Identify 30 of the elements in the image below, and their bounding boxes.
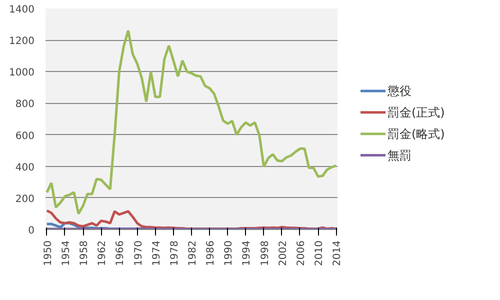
x-tick-label: 1962 xyxy=(97,240,108,266)
y-tick-label: 1400 xyxy=(9,4,35,16)
x-tick-label: 1990 xyxy=(224,240,235,266)
legend-label: 無罰 xyxy=(388,148,412,162)
x-tick-label: 1982 xyxy=(188,240,198,266)
legend-label: 懲役 xyxy=(386,84,412,98)
x-tick-label: 2006 xyxy=(296,240,307,266)
x-tick-label: 2010 xyxy=(314,240,326,266)
x-tick-label: 1998 xyxy=(260,240,271,266)
x-tick-label: 1958 xyxy=(79,240,90,266)
y-tick-label: 600 xyxy=(15,130,35,142)
y-tick-label: 1000 xyxy=(9,68,35,79)
x-tick-label: 1994 xyxy=(242,240,253,266)
x-tick-label: 1950 xyxy=(42,240,54,266)
legend-label: 罰金(略式) xyxy=(388,126,445,141)
y-tick-label: 800 xyxy=(15,99,35,110)
y-tick-label: 200 xyxy=(15,194,35,205)
x-tick-label: 2002 xyxy=(278,240,289,266)
x-tick-label: 1978 xyxy=(169,240,180,266)
x-tick-label: 1966 xyxy=(115,240,126,266)
y-tick-label: 0 xyxy=(28,226,35,236)
x-tick-label: 1986 xyxy=(206,240,217,266)
x-tick-label: 1954 xyxy=(60,240,72,266)
legend-label: 罰金(正式) xyxy=(388,105,445,120)
x-tick-label: 1970 xyxy=(133,240,144,266)
y-tick-label: 1200 xyxy=(9,36,35,48)
y-tick-label: 400 xyxy=(15,162,35,174)
x-tick-label: 1974 xyxy=(151,240,162,266)
line-series xyxy=(46,29,338,215)
x-tick-label: 2014 xyxy=(332,240,344,266)
